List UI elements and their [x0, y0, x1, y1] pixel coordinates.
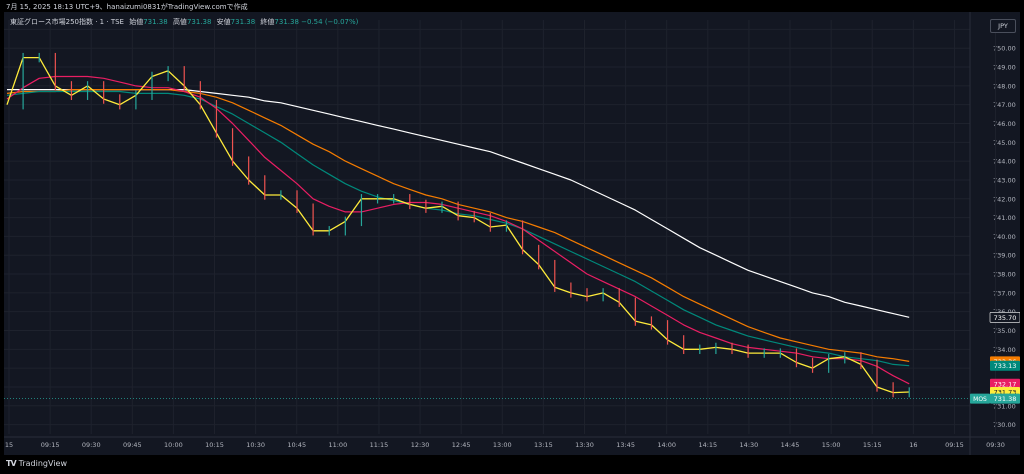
price-chart[interactable]: 751.00750.00749.00748.00747.00746.00745.… — [4, 12, 1021, 455]
x-tick-label: 11:00 — [328, 441, 347, 449]
high-label: 高値 — [172, 18, 187, 26]
y-tick-label: 742.00 — [993, 195, 1016, 203]
x-tick-label: 14:00 — [657, 441, 676, 449]
y-tick-label: 739.00 — [993, 252, 1016, 260]
low-value: 731.38 — [230, 18, 256, 26]
price-label-box — [990, 360, 1020, 371]
x-tick-label: 10:15 — [205, 441, 224, 449]
y-tick-label: 745.00 — [993, 139, 1016, 147]
y-tick-label: 735.00 — [993, 327, 1016, 335]
y-tick-label: 734.00 — [993, 346, 1016, 354]
x-tick-label: 14:30 — [740, 441, 759, 449]
x-tick-label: 09:30 — [986, 441, 1005, 449]
x-tick-label: 13:00 — [493, 441, 512, 449]
tradingview-footer[interactable]: TV TradingView — [6, 459, 67, 468]
y-tick-label: 731.00 — [993, 402, 1016, 410]
x-tick-label: 09:45 — [123, 441, 142, 449]
currency-button[interactable]: JPY — [990, 19, 1016, 33]
x-tick-label: 12:30 — [411, 441, 430, 449]
price-label-text: 731.73 — [994, 389, 1017, 397]
x-tick-label: 14:15 — [698, 441, 717, 449]
open-label: 始値 — [129, 18, 144, 26]
price-label-text: 732.17 — [994, 380, 1017, 388]
price-label-text: 731.38 — [994, 395, 1017, 403]
high-value: 731.38 — [186, 18, 212, 26]
symbol-name[interactable]: 東証グロース市場250指数 · 1 · TSE — [10, 18, 124, 26]
y-tick-label: 746.00 — [993, 120, 1016, 128]
y-tick-label: 743.00 — [993, 176, 1016, 184]
y-tick-label: 741.00 — [993, 214, 1016, 222]
x-tick-label: 15 — [5, 441, 13, 449]
close-label: 終値 — [260, 18, 275, 26]
y-tick-label: 744.00 — [993, 158, 1016, 166]
x-tick-label: 15:15 — [863, 441, 882, 449]
mos-label-box[interactable] — [970, 393, 990, 404]
x-tick-label: 09:30 — [82, 441, 101, 449]
price-label-box — [990, 393, 1020, 404]
y-tick-label: 747.00 — [993, 101, 1016, 109]
price-label-text: 733.13 — [994, 362, 1017, 370]
x-tick-label: 14:45 — [781, 441, 800, 449]
mos-label-text[interactable]: MOS — [973, 396, 987, 403]
y-tick-label: 740.00 — [993, 233, 1016, 241]
x-tick-label: 10:00 — [164, 441, 183, 449]
x-tick-label: 10:45 — [287, 441, 306, 449]
snapshot-caption: 7月 15, 2025 18:13 UTC+9、hanaizumi0831がTr… — [6, 3, 248, 11]
symbol-legend[interactable]: 東証グロース市場250指数 · 1 · TSE 始値731.38 高値731.3… — [10, 17, 358, 27]
price-label-text: 735.70 — [994, 314, 1017, 322]
y-tick-label: 730.00 — [993, 421, 1016, 429]
y-tick-label: 748.00 — [993, 82, 1016, 90]
x-tick-label: 15:00 — [822, 441, 841, 449]
close-value: 731.38 — [274, 18, 299, 26]
y-tick-label: 738.00 — [993, 271, 1016, 279]
x-tick-label: 09:15 — [945, 441, 964, 449]
x-tick-label: 10:30 — [246, 441, 265, 449]
y-tick-label: 749.00 — [993, 64, 1016, 72]
change-value: −0.54 (−0.07%) — [301, 18, 359, 26]
x-tick-label: 16 — [909, 441, 917, 449]
price-label-box — [990, 378, 1020, 389]
x-tick-label: 13:30 — [575, 441, 594, 449]
x-tick-label: 13:15 — [534, 441, 553, 449]
y-tick-label: 737.00 — [993, 289, 1016, 297]
x-tick-label: 12:45 — [452, 441, 471, 449]
x-tick-label: 13:45 — [616, 441, 635, 449]
low-label: 安値 — [216, 18, 231, 26]
open-value: 731.38 — [143, 18, 168, 26]
chart-pane[interactable]: 751.00750.00749.00748.00747.00746.00745.… — [4, 12, 1021, 455]
tradingview-logo-icon: TV — [6, 459, 17, 468]
x-tick-label: 09:15 — [41, 441, 60, 449]
x-tick-label: 11:15 — [370, 441, 389, 449]
tradingview-brand: TradingView — [18, 459, 67, 468]
y-tick-label: 750.00 — [993, 45, 1016, 53]
